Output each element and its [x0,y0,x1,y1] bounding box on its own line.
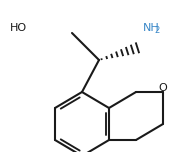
Text: 2: 2 [154,26,160,35]
Text: O: O [159,83,167,93]
Text: NH: NH [143,23,160,33]
Text: HO: HO [10,23,27,33]
